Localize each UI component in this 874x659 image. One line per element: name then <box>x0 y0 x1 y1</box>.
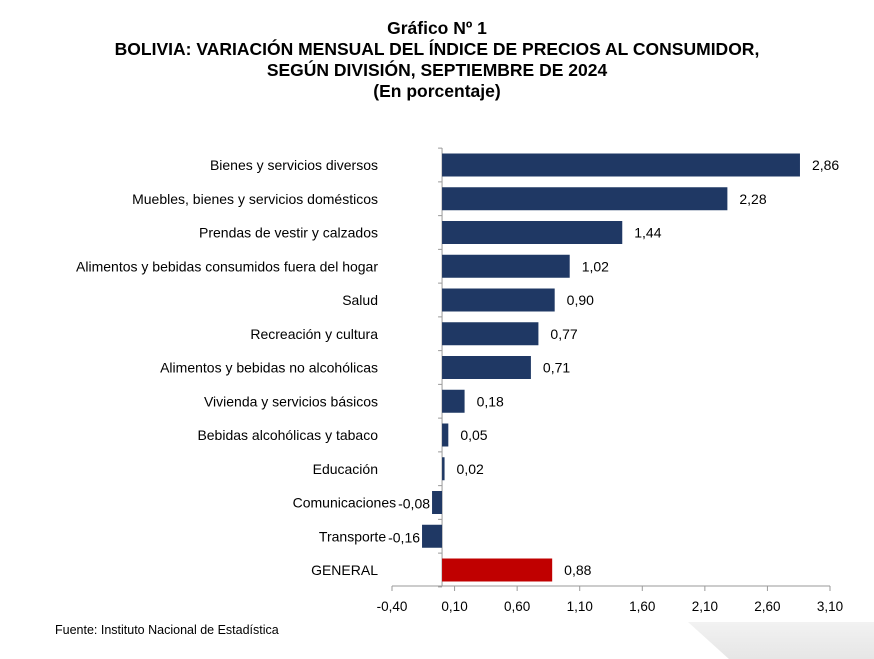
category-label: Bienes y servicios diversos <box>210 157 378 173</box>
data-label: 0,18 <box>477 393 504 409</box>
x-tick-label: 2,60 <box>754 599 780 614</box>
chart-title-block: Gráfico Nº 1 BOLIVIA: VARIACIÓN MENSUAL … <box>0 18 874 102</box>
x-tick-label: 2,10 <box>692 599 718 614</box>
x-tick-label: 1,10 <box>567 599 593 614</box>
bar <box>442 558 553 582</box>
bar <box>442 254 570 278</box>
chart-unit-label: (En porcentaje) <box>373 81 501 101</box>
data-label: -0,16 <box>388 529 420 545</box>
bar <box>442 153 800 177</box>
category-label: Recreación y cultura <box>250 326 378 342</box>
chart-subtitle-line-1: BOLIVIA: VARIACIÓN MENSUAL DEL ÍNDICE DE… <box>114 39 760 59</box>
bar <box>442 423 449 447</box>
data-label: 0,88 <box>564 562 591 578</box>
chart-title: Gráfico Nº 1 <box>387 18 487 38</box>
data-label: 0,71 <box>543 360 570 376</box>
source-note: Fuente: Instituto Nacional de Estadístic… <box>55 623 279 637</box>
data-label: 0,05 <box>460 427 487 443</box>
data-label: 1,44 <box>634 225 661 241</box>
category-label: Transporte <box>319 528 386 544</box>
data-label: 2,86 <box>812 157 839 173</box>
category-label: GENERAL <box>311 562 378 578</box>
bar <box>442 187 728 211</box>
category-label: Bebidas alcohólicas y tabaco <box>197 427 378 443</box>
data-label: 0,02 <box>457 461 484 477</box>
data-label: 1,02 <box>582 258 609 274</box>
category-label: Alimentos y bebidas no alcohólicas <box>160 360 378 376</box>
x-tick-label: 0,60 <box>504 599 530 614</box>
bar <box>432 491 443 514</box>
bar <box>442 389 465 413</box>
category-label: Comunicaciones <box>293 495 397 511</box>
category-label: Vivienda y servicios básicos <box>204 393 378 409</box>
bar <box>442 356 531 379</box>
category-label: Muebles, bienes y servicios domésticos <box>132 191 378 207</box>
bar <box>442 322 539 346</box>
bar <box>442 457 445 481</box>
bar <box>422 524 443 548</box>
category-label: Educación <box>313 461 378 477</box>
chart-subtitle-line-2: SEGÚN DIVISIÓN, SEPTIEMBRE DE 2024 <box>266 60 608 80</box>
x-tick-label: 0,10 <box>441 599 467 614</box>
bar <box>442 288 555 312</box>
category-label: Prendas de vestir y calzados <box>199 225 378 241</box>
data-label: 0,90 <box>567 292 594 308</box>
x-tick-label: -0,40 <box>377 599 408 614</box>
x-tick-label: 3,10 <box>817 599 843 614</box>
x-tick-label: 1,60 <box>629 599 655 614</box>
data-label: 2,28 <box>739 191 766 207</box>
data-label: -0,08 <box>398 496 430 512</box>
data-label: 0,77 <box>550 326 577 342</box>
category-label: Salud <box>342 292 378 308</box>
bar <box>442 221 623 244</box>
category-label: Alimentos y bebidas consumidos fuera del… <box>76 258 378 274</box>
